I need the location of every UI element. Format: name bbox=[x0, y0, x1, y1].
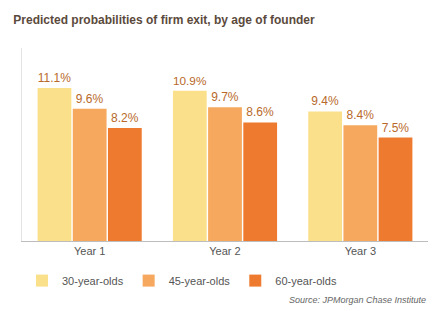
svg-text:7.5%: 7.5% bbox=[382, 121, 410, 135]
svg-text:45-year-olds: 45-year-olds bbox=[169, 275, 231, 287]
svg-text:9.6%: 9.6% bbox=[76, 92, 104, 106]
svg-text:Year 2: Year 2 bbox=[209, 245, 240, 257]
svg-text:8.4%: 8.4% bbox=[346, 108, 374, 122]
svg-text:Predicted probabilities of fir: Predicted probabilities of firm exit, by… bbox=[13, 13, 315, 27]
svg-text:9.7%: 9.7% bbox=[211, 90, 239, 104]
svg-text:10.9%: 10.9% bbox=[173, 74, 207, 87]
svg-text:30-year-olds: 30-year-olds bbox=[62, 275, 124, 287]
svg-text:Source: JPMorgan Chase Institu: Source: JPMorgan Chase Institute bbox=[289, 295, 426, 305]
svg-text:60-year-olds: 60-year-olds bbox=[275, 275, 337, 287]
svg-text:9.4%: 9.4% bbox=[311, 94, 339, 108]
svg-text:8.6%: 8.6% bbox=[246, 105, 274, 119]
svg-text:Year 3: Year 3 bbox=[345, 245, 376, 257]
svg-text:8.2%: 8.2% bbox=[111, 111, 139, 125]
svg-text:11.1%: 11.1% bbox=[38, 71, 71, 85]
svg-text:Year 1: Year 1 bbox=[74, 245, 105, 257]
